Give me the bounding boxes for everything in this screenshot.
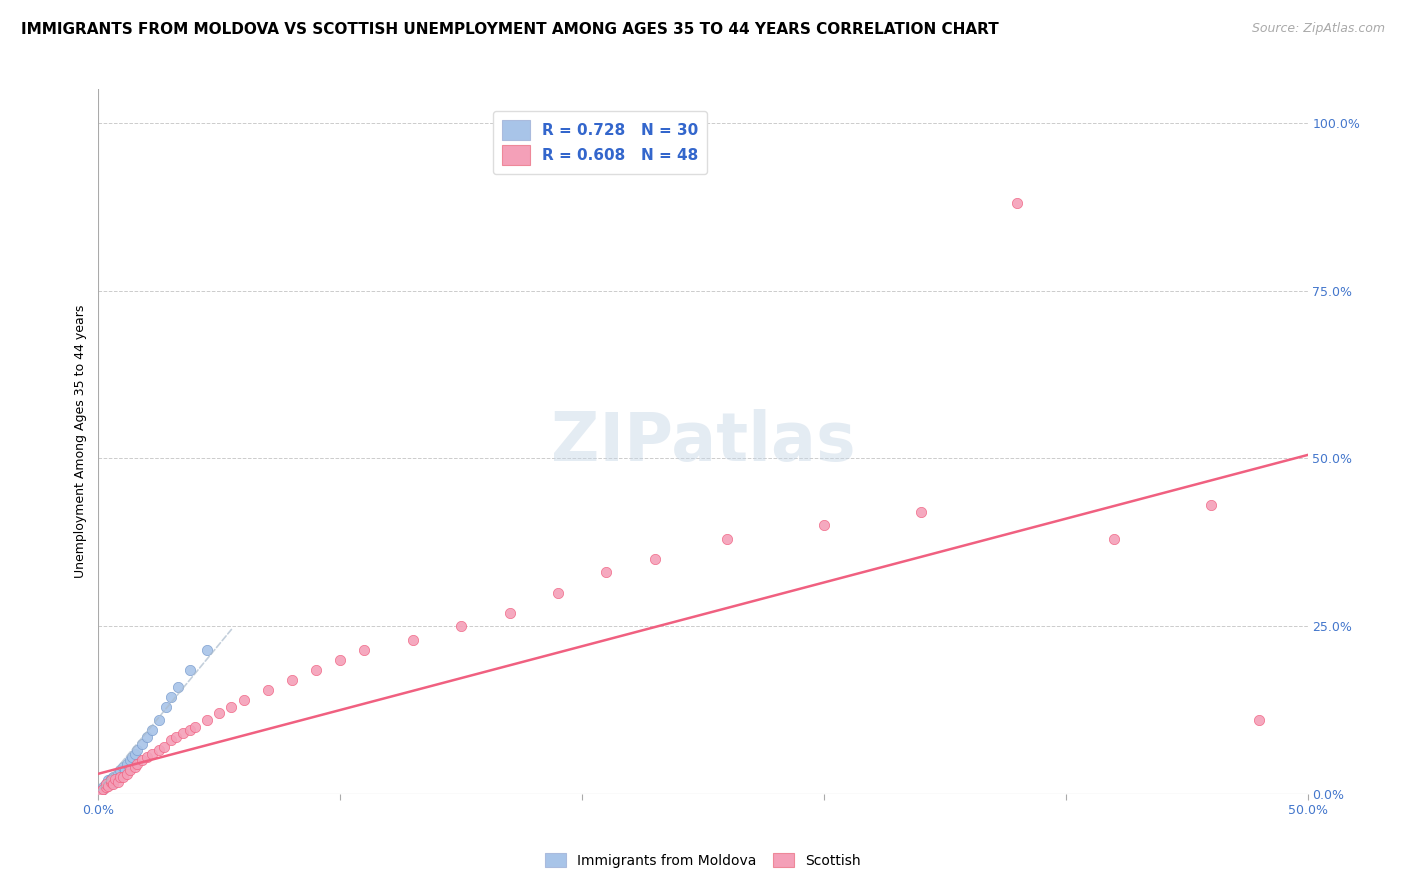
Point [117, 766, 139, 780]
Point [1199, 498, 1222, 512]
Point [179, 663, 201, 677]
Point [1007, 196, 1029, 211]
Point [118, 753, 141, 767]
Point [1102, 532, 1125, 546]
Point [121, 750, 143, 764]
Point [127, 743, 149, 757]
Point [155, 699, 177, 714]
Point [547, 585, 569, 599]
Point [305, 663, 328, 677]
Point [208, 706, 231, 721]
Point [124, 747, 146, 761]
Point [131, 737, 153, 751]
Point [595, 566, 617, 580]
Y-axis label: Unemployment Among Ages 35 to 44 years: Unemployment Among Ages 35 to 44 years [75, 305, 87, 578]
Point [160, 690, 183, 704]
Point [195, 713, 218, 727]
Point [135, 750, 157, 764]
Point [100, 772, 122, 786]
Point [221, 699, 243, 714]
Point [813, 518, 835, 533]
Point [108, 764, 131, 778]
Point [111, 760, 134, 774]
Point [165, 730, 187, 744]
Point [141, 747, 163, 761]
Point [135, 730, 157, 744]
Point [107, 774, 129, 789]
Point [97, 773, 120, 788]
Point [148, 743, 170, 757]
Point [91, 780, 114, 794]
Point [94, 779, 117, 793]
Point [101, 777, 124, 791]
Point [94, 777, 117, 791]
Point [1249, 713, 1271, 727]
Point [910, 505, 932, 519]
Point [184, 720, 207, 734]
Point [172, 726, 194, 740]
Point [90, 783, 112, 797]
Point [124, 760, 146, 774]
Point [498, 606, 520, 620]
Point [179, 723, 201, 738]
Text: ZIPatlas: ZIPatlas [551, 409, 855, 475]
Text: Source: ZipAtlas.com: Source: ZipAtlas.com [1251, 22, 1385, 36]
Point [281, 673, 304, 687]
Point [94, 777, 117, 791]
Point [152, 739, 174, 754]
Legend: Immigrants from Moldova, Scottish: Immigrants from Moldova, Scottish [541, 848, 865, 871]
Point [107, 766, 129, 780]
Point [97, 774, 120, 789]
Point [716, 532, 738, 546]
Point [104, 770, 127, 784]
Point [167, 680, 190, 694]
Point [111, 770, 134, 784]
Text: IMMIGRANTS FROM MOLDOVA VS SCOTTISH UNEMPLOYMENT AMONG AGES 35 TO 44 YEARS CORRE: IMMIGRANTS FROM MOLDOVA VS SCOTTISH UNEM… [21, 22, 998, 37]
Point [353, 642, 375, 657]
Point [100, 777, 122, 791]
Point [97, 779, 120, 793]
Point [91, 781, 114, 796]
Point [329, 653, 352, 667]
Point [101, 770, 124, 784]
Point [148, 713, 170, 727]
Legend: R = 0.728   N = 30, R = 0.608   N = 48: R = 0.728 N = 30, R = 0.608 N = 48 [494, 111, 707, 174]
Point [108, 770, 131, 784]
Point [450, 619, 472, 633]
Point [94, 780, 117, 794]
Point [104, 772, 127, 786]
Point [118, 764, 141, 778]
Point [101, 774, 124, 789]
Point [127, 756, 149, 771]
Point [91, 781, 114, 796]
Point [90, 783, 112, 797]
Point [232, 693, 254, 707]
Point [141, 723, 163, 738]
Point [100, 773, 122, 788]
Point [131, 753, 153, 767]
Point [160, 733, 183, 747]
Point [100, 774, 122, 789]
Point [644, 552, 666, 566]
Point [195, 642, 218, 657]
Point [114, 764, 136, 778]
Point [256, 682, 278, 697]
Point [402, 632, 425, 647]
Point [117, 756, 139, 771]
